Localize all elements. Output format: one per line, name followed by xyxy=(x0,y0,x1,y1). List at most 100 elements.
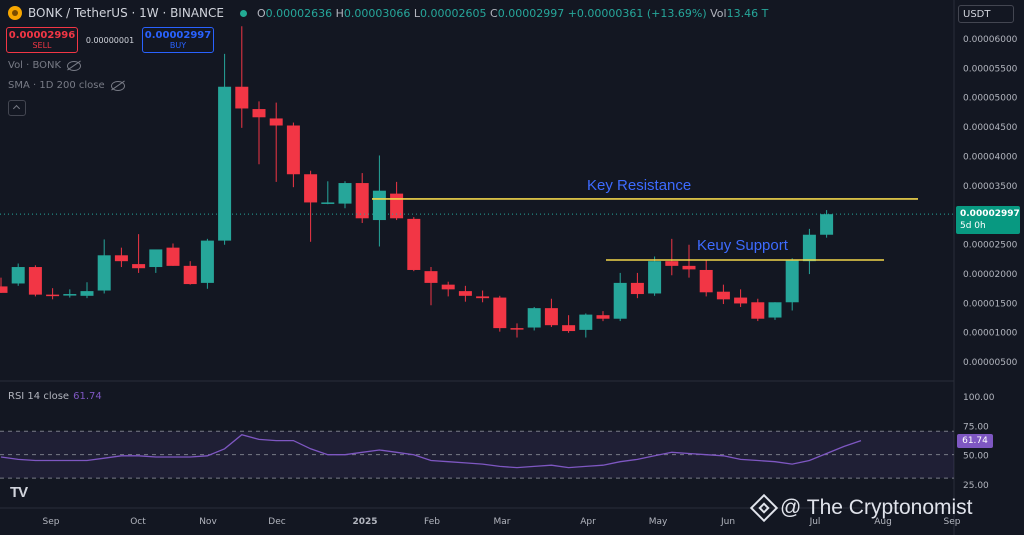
candle-body xyxy=(527,308,541,328)
candle-body xyxy=(820,214,834,235)
candle-body xyxy=(613,282,627,319)
price-tick-label: 0.00002000 xyxy=(963,270,1018,280)
candle-body xyxy=(407,218,421,270)
price-tick-label: 0.00006000 xyxy=(963,35,1018,45)
candle-body xyxy=(699,269,713,293)
candle-body xyxy=(751,302,765,319)
candle-body xyxy=(269,118,283,126)
candle-body xyxy=(218,86,232,241)
rsi-tick-label: 25.00 xyxy=(963,481,989,491)
visibility-eye-icon[interactable] xyxy=(110,80,125,91)
rsi-legend[interactable]: RSI 14 close 61.74 xyxy=(8,391,102,402)
rsi-value-tag: 61.74 xyxy=(957,434,993,448)
candle-body xyxy=(97,255,111,291)
time-tick-label: Sep xyxy=(43,517,60,527)
time-tick-label: 2025 xyxy=(352,517,377,527)
visibility-eye-icon[interactable] xyxy=(67,60,82,71)
time-tick-label: Sep xyxy=(944,517,961,527)
candle-body xyxy=(252,109,266,118)
candle-body xyxy=(200,240,214,283)
candle-body xyxy=(716,291,730,300)
candle-body xyxy=(355,183,369,219)
price-tick-label: 0.00004500 xyxy=(963,123,1018,133)
close-value: 0.00002997 xyxy=(497,6,565,20)
bonk-coin-icon xyxy=(8,6,22,20)
time-tick-label: May xyxy=(649,517,668,527)
spread-value: 0.00000001 xyxy=(85,35,135,45)
time-tick-label: Mar xyxy=(494,517,511,527)
price-tick-label: 0.00004000 xyxy=(963,152,1018,162)
candle-body xyxy=(562,325,576,332)
low-value: 0.00002605 xyxy=(420,6,487,20)
candle-body xyxy=(544,308,558,326)
candle-body xyxy=(132,264,146,269)
tradingview-logo[interactable]: TV xyxy=(10,484,28,501)
sma-indicator-legend[interactable]: SMA · 1D 200 close xyxy=(8,80,125,91)
candle-body xyxy=(390,193,404,219)
time-tick-label: Jul xyxy=(809,517,821,527)
time-tick-label: Feb xyxy=(424,517,440,527)
candle-body xyxy=(63,294,77,296)
candle-body xyxy=(46,294,60,297)
candle-body xyxy=(802,234,816,262)
candle-body xyxy=(11,267,25,284)
time-tick-label: Nov xyxy=(199,517,217,527)
currency-selector[interactable]: USDT xyxy=(958,5,1014,23)
rsi-tick-label: 50.00 xyxy=(963,452,989,462)
buy-button[interactable]: 0.00002997 BUY xyxy=(142,27,214,53)
rsi-tick-label: 100.00 xyxy=(963,393,995,403)
candle-body xyxy=(682,265,696,270)
candle-body xyxy=(424,271,438,283)
candle-body xyxy=(768,302,782,318)
key-resistance-label: Key Resistance xyxy=(587,177,692,194)
rsi-line xyxy=(0,433,862,469)
candle-body xyxy=(28,267,42,295)
trade-panel: 0.00002996 SELL 0.00000001 0.00002997 BU… xyxy=(6,27,214,53)
candle-body xyxy=(476,296,490,299)
candle-body xyxy=(510,328,524,330)
high-value: 0.00003066 xyxy=(343,6,411,20)
price-tick-label: 0.00003500 xyxy=(963,182,1018,192)
price-tick-label: 0.00005500 xyxy=(963,64,1018,74)
ohlc-values: O0.00002636 H0.00003066 L0.00002605 C0.0… xyxy=(256,6,769,20)
candle-body xyxy=(338,183,352,204)
candle-body xyxy=(785,260,799,303)
change-value: +0.00000361 (+13.69%) xyxy=(567,6,707,20)
candle-body xyxy=(166,247,180,266)
price-tick-label: 0.00001500 xyxy=(963,299,1018,309)
volume-indicator-legend[interactable]: Vol · BONK xyxy=(8,60,82,71)
candle-body xyxy=(441,284,455,290)
time-tick-label: Dec xyxy=(268,517,285,527)
symbol-title[interactable]: BONK / TetherUS · 1W · BINANCE xyxy=(28,6,224,20)
price-tick-label: 0.00000500 xyxy=(963,358,1018,368)
candle-body xyxy=(734,297,748,304)
collapse-legend-icon[interactable] xyxy=(8,100,26,116)
candle-body xyxy=(183,265,197,285)
candle-body xyxy=(321,202,335,204)
candle-body xyxy=(149,249,163,268)
candle-body xyxy=(114,255,128,262)
candle-body xyxy=(648,261,662,294)
candle-body xyxy=(0,286,8,293)
sell-button[interactable]: 0.00002996 SELL xyxy=(6,27,78,53)
candle-body xyxy=(665,261,679,266)
price-tick-label: 0.00002500 xyxy=(963,241,1018,251)
candle-body xyxy=(235,86,249,109)
candle-body xyxy=(458,291,472,296)
time-tick-label: Jun xyxy=(720,517,735,527)
volume-value: 13.46 T xyxy=(726,6,769,20)
open-value: 0.00002636 xyxy=(265,6,333,20)
candle-body xyxy=(579,314,593,330)
candle-body xyxy=(304,174,318,203)
candle-body xyxy=(596,315,610,319)
rsi-tick-label: 75.00 xyxy=(963,422,989,432)
last-price-tag: 0.00002997 5d 0h xyxy=(956,206,1020,234)
time-tick-label: Aug xyxy=(874,517,892,527)
time-tick-label: Apr xyxy=(580,517,596,527)
price-tick-label: 0.00005000 xyxy=(963,94,1018,104)
candle-body xyxy=(286,125,300,175)
watermark: @ The Cryptonomist xyxy=(749,493,973,523)
symbol-header: BONK / TetherUS · 1W · BINANCE O0.000026… xyxy=(8,6,768,20)
candle-body xyxy=(372,190,386,221)
